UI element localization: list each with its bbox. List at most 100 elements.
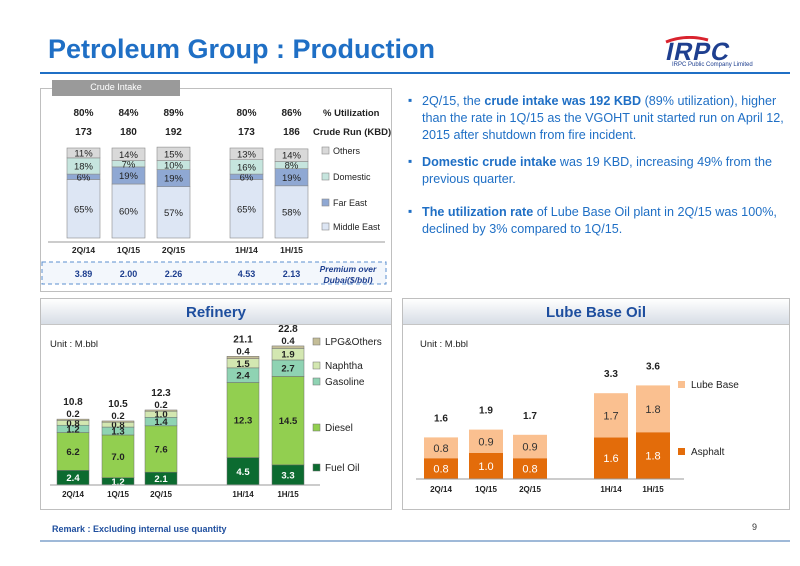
lube-x-tick: 1Q/15 — [475, 485, 497, 494]
lube-x-tick: 1H/14 — [600, 485, 622, 494]
commentary: 2Q/15, the crude intake was 192 KBD (89%… — [408, 92, 788, 248]
utilization-value: 86% — [281, 108, 301, 119]
crude-x-tick: 2Q/15 — [162, 245, 185, 255]
refinery-bar-label: 1.5 — [236, 359, 250, 370]
crude-legend-label: Middle East — [333, 222, 381, 232]
premium-value: 4.53 — [238, 269, 256, 279]
lube-bar-label: 1.7 — [603, 410, 618, 422]
utilization-value: 89% — [163, 108, 183, 119]
refinery-bar-label: 1.2 — [66, 424, 79, 435]
utilization-value: 80% — [236, 108, 256, 119]
crude-bar-label: 57% — [164, 208, 184, 219]
lube-bar-segment — [469, 453, 503, 479]
lube-total: 1.6 — [434, 413, 448, 424]
refinery-bar-label: 2.1 — [154, 474, 168, 485]
lube-x-tick: 2Q/15 — [519, 485, 541, 494]
crude-legend-swatch — [321, 198, 330, 207]
bullet-highlight: crude intake was 192 KBD — [484, 94, 642, 108]
refinery-bar-label: 0.2 — [154, 400, 167, 411]
crude-bar-label: 8% — [285, 161, 299, 172]
refinery-bar-label: 14.5 — [279, 416, 298, 427]
lube-bar-label: 0.8 — [433, 443, 448, 455]
lube-unit-label: Unit : M.bbl — [420, 339, 468, 350]
bullet-highlight: Domestic crude intake — [422, 155, 557, 169]
refinery-bar-label: 0.8 — [66, 418, 79, 429]
crude-legend-swatch — [321, 222, 330, 231]
refinery-bar-segment — [144, 409, 178, 412]
premium-value: 2.00 — [120, 269, 138, 279]
crude-legend-swatch — [321, 146, 330, 155]
refinery-bar-segment — [56, 418, 90, 421]
crude-bar-segment — [111, 147, 146, 161]
refinery-bar-label: 0.8 — [111, 420, 124, 431]
crude-bar-segment — [156, 186, 191, 239]
crude-intake-chart: 80%17365%6%18%11%2Q/1484%18060%19%7%14%1… — [41, 108, 391, 285]
bullet-text: of Lube Base Oil plant in 2Q/15 was 100%… — [422, 205, 777, 236]
utilization-label: % Utilization — [323, 108, 380, 119]
refinery-bar-label: 2.7 — [281, 364, 294, 375]
premium-value: 2.13 — [283, 269, 301, 279]
bullet-point: 2Q/15, the crude intake was 192 KBD (89%… — [408, 92, 788, 144]
bullet-point: Domestic crude intake was 19 KBD, increa… — [408, 153, 788, 188]
refinery-header: Refinery — [41, 299, 391, 325]
refinery-legend-label: LPG&Others — [325, 337, 382, 348]
crude-bar-label: 58% — [282, 207, 302, 218]
crude-bar-segment — [66, 179, 101, 239]
refinery-bar-segment — [226, 457, 260, 486]
lube-base-oil-chart: Unit : M.bbl 0.8 0.8 1.6 2Q/14 1.0 0.9 1.9 1Q/15… — [416, 339, 739, 494]
crude-bar-label: 18% — [74, 162, 94, 173]
crude-legend-label: Far East — [333, 198, 368, 208]
refinery-bar-label: 0.4 — [281, 336, 295, 347]
refinery-legend-swatch — [312, 377, 321, 386]
refinery-bar-segment — [56, 432, 90, 471]
title-divider — [40, 72, 790, 74]
remark-note: Remark : Excluding internal use quantity — [52, 524, 227, 534]
crude-bar-label: 15% — [164, 149, 184, 160]
refinery-bar-label: 1.9 — [281, 350, 294, 361]
refinery-bar-label: 1.2 — [111, 477, 124, 488]
bullet-point: The utilization rate of Lube Base Oil pl… — [408, 203, 788, 238]
crude-bar-label: 6% — [77, 172, 91, 183]
refinery-legend-label: Naphtha — [325, 361, 363, 372]
crude-bar-segment — [66, 147, 101, 159]
refinery-bar-segment — [101, 434, 135, 478]
lube-bar-segment — [636, 385, 670, 433]
refinery-bar-segment — [144, 425, 178, 473]
lube-bar-segment — [424, 458, 458, 479]
refinery-bar-label: 0.2 — [111, 411, 124, 422]
refinery-bar-label: 1.3 — [111, 427, 124, 438]
refinery-total: 12.3 — [151, 388, 171, 399]
logo-subtext: IRPC Public Company Limited — [672, 62, 753, 68]
refinery-x-tick: 2Q/15 — [150, 490, 172, 499]
lube-bar-label: 0.9 — [478, 436, 493, 448]
refinery-bar-segment — [226, 356, 260, 359]
lube-bar-segment — [636, 432, 670, 479]
crude-x-tick: 2Q/14 — [72, 245, 95, 255]
lube-bar-label: 0.9 — [522, 442, 537, 454]
crude-x-tick: 1H/14 — [235, 245, 258, 255]
crude-bar-label: 16% — [237, 162, 257, 173]
refinery-bar-label: 4.5 — [236, 467, 250, 478]
lube-bar-label: 1.8 — [645, 451, 660, 463]
refinery-x-tick: 1H/15 — [277, 490, 299, 499]
crude-bar-segment — [111, 183, 146, 239]
refinery-x-tick: 1H/14 — [232, 490, 254, 499]
refinery-bar-label: 1.0 — [154, 410, 167, 421]
refinery-bar-label: 1.4 — [154, 417, 168, 428]
refinery-bar-label: 6.2 — [66, 447, 79, 458]
bullet-highlight: The utilization rate — [422, 205, 534, 219]
refinery-legend-label: Fuel Oil — [325, 463, 359, 474]
crude-bar-label: 14% — [282, 151, 302, 162]
crude-bar-label: 11% — [74, 148, 93, 159]
crude-bar-label: 6% — [240, 172, 254, 183]
refinery-legend-swatch — [312, 423, 321, 432]
utilization-value: 84% — [118, 108, 138, 119]
irpc-logo: IRPC — [664, 36, 734, 66]
footer-divider — [40, 540, 790, 542]
page-number: 9 — [752, 522, 758, 532]
utilization-value: 80% — [73, 108, 93, 119]
crude-bar-label: 14% — [119, 150, 139, 161]
svg-text:IRPC: IRPC — [664, 38, 734, 66]
lube-total: 3.6 — [646, 361, 660, 372]
premium-value: 2.26 — [165, 269, 183, 279]
